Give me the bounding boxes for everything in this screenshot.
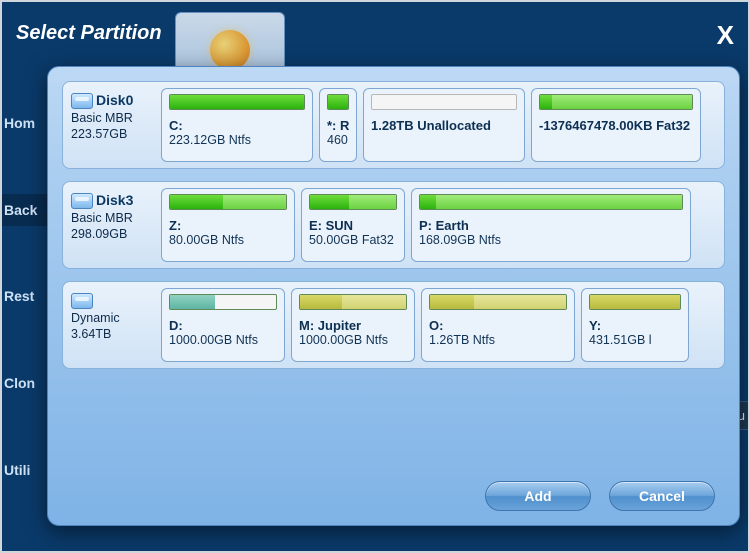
partition-sub: 50.00GB Fat32 (309, 233, 397, 247)
partition-label: M: Jupiter (299, 318, 407, 333)
disk-info: Disk0 Basic MBR 223.57GB (69, 88, 155, 162)
disk-type: Dynamic (71, 311, 153, 325)
usage-bar (169, 294, 277, 310)
disk-type: Basic MBR (71, 111, 153, 125)
usage-bar (419, 194, 683, 210)
disk-name: Disk0 (96, 92, 133, 108)
partition-label: Y: (589, 318, 681, 333)
usage-bar (309, 194, 397, 210)
background-sidebar: Hom Back Rest Clon Utili (0, 0, 50, 553)
partition[interactable]: E: SUN50.00GB Fat32 (301, 188, 405, 262)
disk-size: 3.64TB (71, 327, 153, 341)
bg-menu-item: Hom (0, 107, 50, 139)
dialog-button-row: Add Cancel (62, 475, 725, 515)
bg-menu-item: Rest (0, 280, 50, 312)
partition[interactable]: 1.28TB Unallocated (363, 88, 525, 162)
partition-label: O: (429, 318, 567, 333)
partition-label: E: SUN (309, 218, 397, 233)
usage-bar (299, 294, 407, 310)
disk-size: 298.09GB (71, 227, 153, 241)
partition[interactable]: O:1.26TB Ntfs (421, 288, 575, 362)
partition-sub: 1.26TB Ntfs (429, 333, 567, 347)
disk-info: Disk3 Basic MBR 298.09GB (69, 188, 155, 262)
partition-sub: 460. (327, 133, 349, 147)
disk-icon (71, 93, 93, 109)
partition-label: C: (169, 118, 305, 133)
partition-sub: 223.12GB Ntfs (169, 133, 305, 147)
bg-menu-item: Utili (0, 454, 50, 486)
partition-sub: 1000.00GB Ntfs (299, 333, 407, 347)
partition-label: -1376467478.00KB Fat32 (539, 118, 693, 133)
partition[interactable]: D:1000.00GB Ntfs (161, 288, 285, 362)
partition-label: *: R (327, 118, 349, 133)
usage-bar (169, 94, 305, 110)
partition[interactable]: P: Earth168.09GB Ntfs (411, 188, 691, 262)
disk-icon (71, 193, 93, 209)
partition-label: P: Earth (419, 218, 683, 233)
disk-row: Disk3Basic MBR298.09GBZ:80.00GB NtfsE: S… (62, 181, 725, 269)
usage-bar (589, 294, 681, 310)
partition[interactable]: -1376467478.00KB Fat32 (531, 88, 701, 162)
partition[interactable]: M: Jupiter1000.00GB Ntfs (291, 288, 415, 362)
usage-bar (169, 194, 287, 210)
partition-sub: 1000.00GB Ntfs (169, 333, 277, 347)
disk-name: Disk3 (96, 192, 133, 208)
usage-bar (371, 94, 517, 110)
partition-sub: 431.51GB l (589, 333, 681, 347)
partition[interactable]: C:223.12GB Ntfs (161, 88, 313, 162)
disk-icon (71, 293, 93, 309)
dialog-title: Select Partition (16, 22, 162, 45)
partition-label: 1.28TB Unallocated (371, 118, 517, 133)
partition-label: D: (169, 318, 277, 333)
close-button[interactable]: X (717, 20, 734, 51)
usage-bar (429, 294, 567, 310)
dialog-header: Select Partition X (0, 0, 750, 66)
disk-size: 223.57GB (71, 127, 153, 141)
partition-sub: 80.00GB Ntfs (169, 233, 287, 247)
cancel-button[interactable]: Cancel (609, 481, 715, 511)
partition-label: Z: (169, 218, 287, 233)
partition[interactable]: Z:80.00GB Ntfs (161, 188, 295, 262)
partition-sub: 168.09GB Ntfs (419, 233, 683, 247)
disk-type: Basic MBR (71, 211, 153, 225)
usage-bar (539, 94, 693, 110)
bg-menu-item: Clon (0, 367, 50, 399)
usage-bar (327, 94, 349, 110)
disk-row: Disk0Basic MBR223.57GBC:223.12GB Ntfs*: … (62, 81, 725, 169)
partition[interactable]: Y:431.51GB l (581, 288, 689, 362)
disk-info: Dynamic 3.64TB (69, 288, 155, 362)
disk-row: Dynamic3.64TBD:1000.00GB NtfsM: Jupiter1… (62, 281, 725, 369)
add-button[interactable]: Add (485, 481, 591, 511)
partition-dialog: Disk0Basic MBR223.57GBC:223.12GB Ntfs*: … (47, 66, 740, 526)
partition[interactable]: *: R460. (319, 88, 357, 162)
bg-menu-item: Back (0, 194, 50, 226)
